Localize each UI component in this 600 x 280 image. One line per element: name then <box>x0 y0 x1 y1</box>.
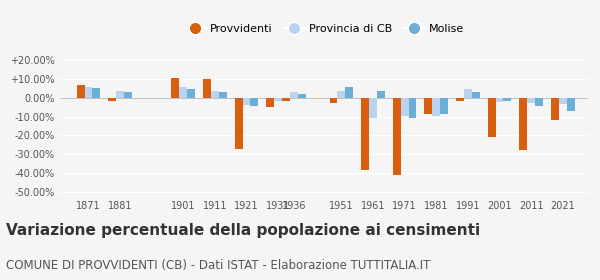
Bar <box>488 98 496 137</box>
Bar <box>559 98 566 104</box>
Bar <box>503 98 511 101</box>
Bar <box>274 98 282 101</box>
Bar <box>329 98 337 103</box>
Bar <box>409 98 416 118</box>
Bar <box>235 98 242 149</box>
Bar <box>337 91 346 98</box>
Bar <box>401 98 409 116</box>
Text: COMUNE DI PROVVIDENTI (CB) - Dati ISTAT - Elaborazione TUTTITALIA.IT: COMUNE DI PROVVIDENTI (CB) - Dati ISTAT … <box>6 259 430 272</box>
Bar <box>290 92 298 98</box>
Bar <box>393 98 401 175</box>
Bar <box>77 85 85 98</box>
Bar <box>203 79 211 98</box>
Bar <box>527 98 535 103</box>
Bar <box>211 91 219 98</box>
Bar <box>266 98 274 107</box>
Bar <box>496 98 503 102</box>
Legend: Provvidenti, Provincia di CB, Molise: Provvidenti, Provincia di CB, Molise <box>184 24 464 34</box>
Bar <box>361 98 369 169</box>
Bar <box>377 91 385 98</box>
Bar <box>85 87 92 98</box>
Bar <box>472 92 480 98</box>
Bar <box>464 89 472 98</box>
Bar <box>124 92 132 98</box>
Text: Variazione percentuale della popolazione ai censimenti: Variazione percentuale della popolazione… <box>6 223 480 238</box>
Bar <box>424 98 432 114</box>
Bar <box>535 98 543 106</box>
Bar <box>551 98 559 120</box>
Bar <box>432 98 440 116</box>
Bar <box>179 87 187 98</box>
Bar <box>282 98 290 101</box>
Bar <box>187 89 195 98</box>
Bar <box>456 98 464 101</box>
Bar <box>566 98 575 111</box>
Bar <box>346 87 353 98</box>
Bar <box>108 98 116 101</box>
Bar <box>172 78 179 98</box>
Bar <box>219 92 227 98</box>
Bar <box>116 91 124 98</box>
Bar <box>242 98 250 105</box>
Bar <box>282 98 290 101</box>
Bar <box>92 88 100 98</box>
Bar <box>519 98 527 150</box>
Bar <box>250 98 259 106</box>
Bar <box>298 94 306 98</box>
Bar <box>369 98 377 118</box>
Bar <box>440 98 448 114</box>
